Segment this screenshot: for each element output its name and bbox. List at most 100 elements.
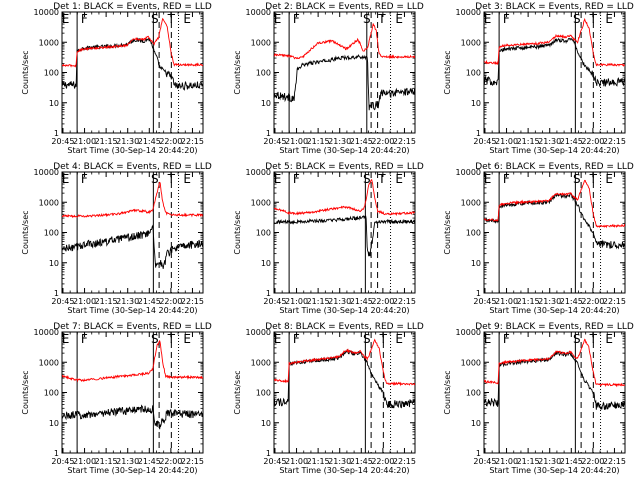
x-tick-label: 21:45 bbox=[138, 297, 161, 306]
x-tick-label: 22:00 bbox=[159, 297, 182, 306]
lld-series-line bbox=[484, 338, 625, 388]
x-tick-label: 21:00 bbox=[495, 297, 518, 306]
y-tick-label: 100 bbox=[44, 229, 59, 238]
plot-frame bbox=[61, 331, 204, 454]
x-tick-label: 21:00 bbox=[495, 137, 518, 146]
x-tick-label: 21:45 bbox=[350, 457, 373, 466]
y-tick-label: 10000 bbox=[456, 8, 481, 17]
y-tick-label: 100 bbox=[256, 229, 271, 238]
x-tick-label: 22:15 bbox=[603, 457, 626, 466]
y-axis-title: Counts/sec bbox=[443, 370, 452, 414]
x-tick-label: 21:00 bbox=[285, 457, 308, 466]
events-series-line bbox=[274, 348, 415, 409]
y-tick-label: 100 bbox=[466, 229, 481, 238]
y-tick-label: 1000 bbox=[39, 198, 59, 207]
y-tick-label: 10000 bbox=[246, 168, 271, 177]
y-tick-label: 1000 bbox=[461, 38, 481, 47]
x-tick-label: 21:00 bbox=[285, 297, 308, 306]
interval-code-label: F bbox=[503, 332, 510, 346]
plot-frame bbox=[483, 11, 626, 134]
interval-code-label: E bbox=[395, 332, 403, 346]
x-tick-label: 21:30 bbox=[538, 137, 561, 146]
x-tick-label: 21:15 bbox=[95, 457, 118, 466]
x-axis-title: Start Time (30-Sep-14 20:44:20) bbox=[279, 306, 409, 315]
x-tick-label: 22:15 bbox=[393, 457, 416, 466]
x-axis-title: Start Time (30-Sep-14 20:44:20) bbox=[67, 306, 197, 315]
x-tick-label: 22:00 bbox=[371, 457, 394, 466]
lld-series-line bbox=[62, 17, 203, 68]
x-tick-label: 20:45 bbox=[263, 297, 286, 306]
y-axis-title: Counts/sec bbox=[443, 210, 452, 254]
y-tick-label: 1 bbox=[54, 449, 59, 458]
interval-code-label: E bbox=[274, 12, 282, 26]
panel-title: Det 4: BLACK = Events, RED = LLD bbox=[53, 162, 212, 172]
plot-frame bbox=[273, 11, 416, 134]
interval-code-label: E bbox=[62, 12, 70, 26]
interval-code-label: E bbox=[274, 172, 282, 186]
interval-code-label: S bbox=[151, 332, 159, 346]
y-tick-label: 10 bbox=[471, 259, 481, 268]
interval-code-label: S bbox=[363, 332, 371, 346]
x-axis-title: Start Time (30-Sep-14 20:44:20) bbox=[67, 146, 197, 155]
interval-code-label: S bbox=[573, 172, 581, 186]
y-axis-title: Counts/sec bbox=[21, 50, 30, 94]
x-tick-label: 21:30 bbox=[116, 137, 139, 146]
x-tick-label: 20:45 bbox=[51, 137, 74, 146]
y-tick-label: 1000 bbox=[39, 38, 59, 47]
x-tick-label: 22:00 bbox=[581, 457, 604, 466]
x-tick-label: 20:45 bbox=[51, 457, 74, 466]
panel-title: Det 6: BLACK = Events, RED = LLD bbox=[475, 162, 634, 172]
y-tick-label: 1 bbox=[266, 449, 271, 458]
panel-title: Det 1: BLACK = Events, RED = LLD bbox=[53, 2, 212, 12]
y-tick-label: 1 bbox=[54, 129, 59, 138]
interval-code-label: E bbox=[605, 12, 613, 26]
plot-frame bbox=[483, 331, 626, 454]
interval-code-label: F bbox=[503, 12, 510, 26]
interval-code-label: E bbox=[484, 12, 492, 26]
y-tick-label: 1 bbox=[476, 129, 481, 138]
x-tick-label: 22:15 bbox=[181, 457, 204, 466]
interval-code-label: E bbox=[395, 12, 403, 26]
interval-code-label: E bbox=[62, 172, 70, 186]
x-tick-label: 21:15 bbox=[517, 137, 540, 146]
interval-code-label: F bbox=[293, 12, 300, 26]
x-tick-label: 21:45 bbox=[350, 297, 373, 306]
x-axis-title: Start Time (30-Sep-14 20:44:20) bbox=[489, 466, 619, 475]
interval-code-label: T bbox=[167, 12, 176, 26]
x-tick-label: 20:45 bbox=[473, 457, 496, 466]
x-tick-label: 21:15 bbox=[307, 457, 330, 466]
interval-code-label: E bbox=[183, 12, 191, 26]
panel-title: Det 7: BLACK = Events, RED = LLD bbox=[53, 322, 212, 332]
interval-code-label: T bbox=[377, 172, 386, 186]
x-axis-title: Start Time (30-Sep-14 20:44:20) bbox=[279, 146, 409, 155]
x-tick-label: 21:45 bbox=[350, 137, 373, 146]
events-series-line bbox=[484, 192, 625, 250]
y-tick-label: 100 bbox=[466, 69, 481, 78]
y-tick-label: 1000 bbox=[251, 38, 271, 47]
x-tick-label: 21:30 bbox=[328, 457, 351, 466]
x-tick-label: 21:15 bbox=[517, 457, 540, 466]
interval-code-label: F bbox=[81, 12, 88, 26]
x-axis-title: Start Time (30-Sep-14 20:44:20) bbox=[489, 306, 619, 315]
interval-code-label: F bbox=[81, 332, 88, 346]
x-axis-title: Start Time (30-Sep-14 20:44:20) bbox=[67, 466, 197, 475]
interval-code-label: E bbox=[183, 332, 191, 346]
x-tick-label: 21:00 bbox=[73, 457, 96, 466]
interval-code-label: T bbox=[167, 172, 176, 186]
x-axis-title: Start Time (30-Sep-14 20:44:20) bbox=[489, 146, 619, 155]
interval-code-label: T bbox=[379, 332, 388, 346]
y-tick-label: 100 bbox=[44, 69, 59, 78]
y-tick-label: 10000 bbox=[34, 168, 59, 177]
x-tick-label: 22:15 bbox=[603, 137, 626, 146]
plot-frame bbox=[273, 171, 416, 294]
x-tick-label: 21:30 bbox=[538, 297, 561, 306]
interval-code-label: F bbox=[503, 172, 510, 186]
lld-series-line bbox=[274, 178, 415, 217]
y-tick-label: 100 bbox=[466, 389, 481, 398]
interval-code-label: E bbox=[62, 332, 70, 346]
interval-code-label: E bbox=[484, 332, 492, 346]
y-tick-label: 1 bbox=[476, 449, 481, 458]
interval-code-label: T bbox=[377, 12, 386, 26]
